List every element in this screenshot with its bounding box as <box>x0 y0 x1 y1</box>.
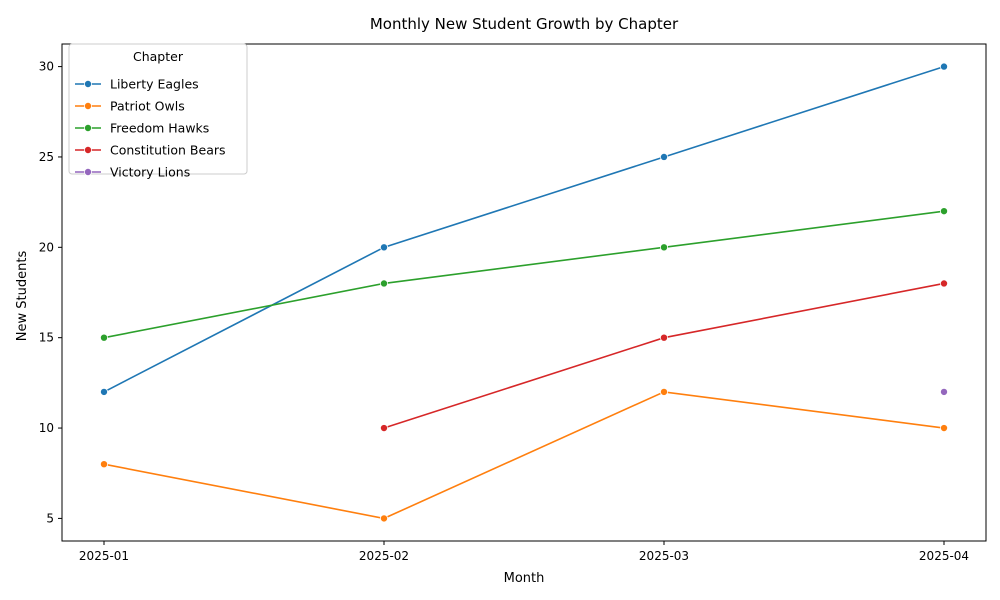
series-line-0 <box>103 65 945 393</box>
data-point-1-3 <box>940 424 949 433</box>
data-point-2-1 <box>379 279 388 288</box>
axes-frame <box>61 43 987 542</box>
y-tick-label-4: 25 <box>39 150 54 164</box>
y-tick-label-5: 30 <box>39 60 54 74</box>
legend-entry-3: Constitution Bears <box>110 143 226 158</box>
x-tick-label-0: 2025-01 <box>79 549 129 563</box>
data-point-0-3 <box>940 62 949 71</box>
y-tick-label-1: 10 <box>39 421 54 435</box>
plot-area <box>100 62 949 523</box>
y-tick-label-3: 20 <box>39 240 54 254</box>
y-axis-label: New Students <box>15 251 30 342</box>
data-point-0-1 <box>379 243 388 252</box>
series-line-1 <box>103 391 945 520</box>
y-tick-label-0: 5 <box>46 511 54 525</box>
legend-title: Chapter <box>133 49 184 64</box>
legend-entry-1: Patriot Owls <box>110 99 185 114</box>
x-axis-label: Month <box>504 571 545 586</box>
data-point-1-2 <box>660 387 669 396</box>
y-tick-label-2: 15 <box>39 331 54 345</box>
legend-marker-4 <box>84 167 93 176</box>
axes: 2025-01 2025-02 2025-03 2025-04 5 10 15 20 25 30 <box>39 43 987 563</box>
data-point-0-0 <box>100 387 109 396</box>
legend-frame <box>68 43 248 175</box>
data-point-0-2 <box>660 152 669 161</box>
data-point-2-0 <box>100 333 109 342</box>
x-tick-label-2: 2025-03 <box>639 549 689 563</box>
legend-entry-4: Victory Lions <box>110 165 190 180</box>
legend-entry-2: Freedom Hawks <box>110 121 209 136</box>
data-point-1-1 <box>379 514 388 523</box>
legend: Chapter Liberty Eagles Patriot Owls Freedo… <box>68 43 248 180</box>
data-point-3-1 <box>379 424 388 433</box>
series-line-2 <box>103 210 945 339</box>
data-point-1-0 <box>100 460 109 469</box>
series-line-3 <box>383 282 945 429</box>
data-point-2-2 <box>660 243 669 252</box>
legend-entry-0: Liberty Eagles <box>110 77 199 92</box>
legend-marker-2 <box>84 124 93 133</box>
data-point-3-3 <box>940 279 949 288</box>
data-point-3-2 <box>660 333 669 342</box>
x-tick-label-1: 2025-02 <box>359 549 409 563</box>
legend-marker-1 <box>84 102 93 111</box>
data-point-4-3 <box>940 387 949 396</box>
x-tick-label-3: 2025-04 <box>919 549 969 563</box>
legend-marker-0 <box>84 80 93 89</box>
chart-title: Monthly New Student Growth by Chapter <box>370 15 679 33</box>
legend-marker-3 <box>84 145 93 154</box>
data-point-2-3 <box>940 207 949 216</box>
